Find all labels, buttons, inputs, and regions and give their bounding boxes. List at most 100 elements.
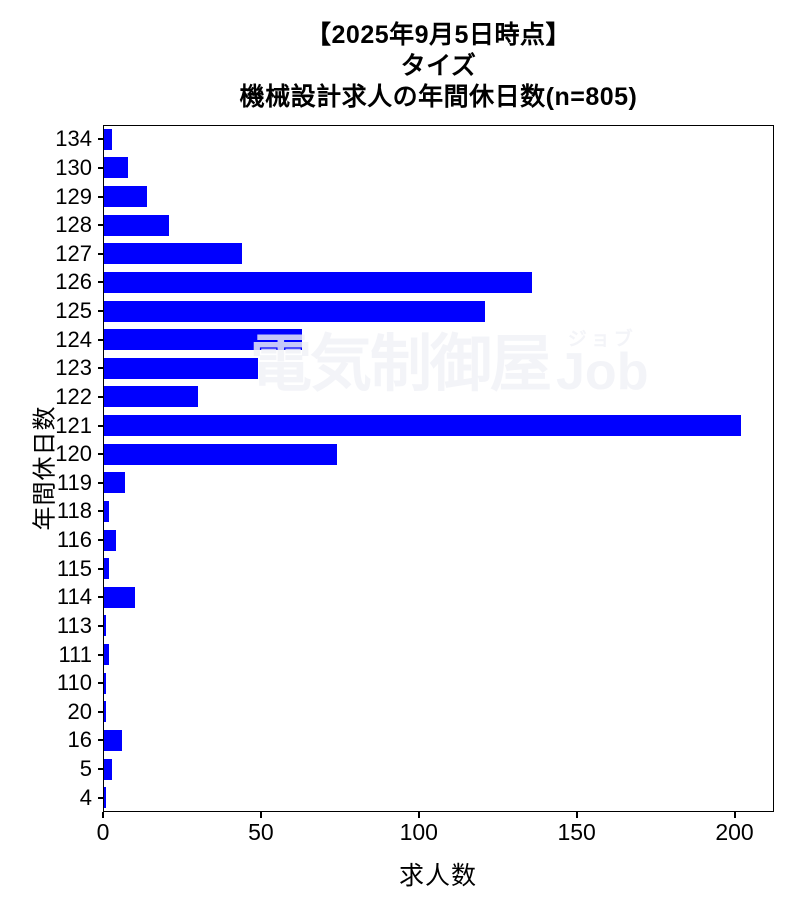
y-tick-label: 121: [55, 412, 92, 438]
y-tick-label: 128: [55, 212, 92, 238]
y-tick-label: 116: [56, 527, 92, 553]
y-tick-mark: [98, 281, 103, 284]
bar: [103, 186, 148, 208]
bar: [103, 615, 107, 637]
y-tick-mark: [98, 624, 103, 627]
bar-row: 114: [57, 583, 774, 612]
bar: [103, 672, 107, 694]
y-tick-mark: [98, 195, 103, 198]
bar-row: 127: [55, 240, 774, 269]
y-tick-mark: [98, 310, 103, 313]
x-tick-mark: [733, 812, 736, 818]
bar: [103, 729, 122, 751]
y-tick-mark: [98, 338, 103, 341]
y-tick-label: 118: [56, 498, 92, 524]
y-tick-label: 129: [55, 183, 92, 209]
bar-row: 116: [57, 526, 774, 555]
y-tick-mark: [98, 138, 103, 141]
bar-row: 113: [57, 612, 774, 641]
chart-title-line-2: タイズ: [400, 52, 477, 80]
plot-area: 134 130 129 128 127 126 125 124 123 122 121 120 119 1…: [55, 125, 774, 812]
bar: [103, 701, 107, 723]
y-tick-label: 134: [55, 126, 92, 152]
bar: [103, 357, 258, 379]
bar-row: 118: [57, 497, 774, 526]
bar: [103, 157, 129, 179]
bar: [103, 128, 113, 150]
chart-title-line-1: 【2025年9月5日時点】: [306, 21, 571, 49]
y-tick-label: 123: [55, 355, 92, 381]
x-tick-mark: [575, 812, 578, 818]
bar: [103, 529, 116, 551]
bar-row: 115: [57, 554, 774, 583]
bar-row: 129: [55, 182, 774, 211]
y-tick-mark: [98, 481, 103, 484]
bar-row: 120: [55, 440, 774, 469]
y-tick-label: 130: [55, 154, 92, 180]
bar-row: 20: [68, 698, 774, 727]
y-tick-label: 125: [55, 298, 92, 324]
bar-row: 111: [59, 640, 774, 669]
bar: [103, 243, 242, 265]
bar-row: 5: [80, 755, 774, 784]
bar: [103, 300, 486, 322]
bar-row: 126: [55, 268, 774, 297]
y-tick-mark: [98, 510, 103, 513]
y-tick-mark: [98, 768, 103, 771]
y-tick-label: 126: [55, 269, 92, 295]
bar: [103, 787, 107, 809]
x-tick-label: 200: [715, 819, 754, 845]
bar-row: 134: [55, 125, 774, 154]
y-tick-label: 4: [79, 784, 92, 810]
x-tick-label: 0: [96, 819, 110, 845]
y-tick-label: 120: [55, 441, 92, 467]
bar-row: 4: [80, 783, 774, 812]
bar: [103, 271, 533, 293]
y-tick-label: 5: [79, 756, 92, 782]
y-tick-mark: [98, 596, 103, 599]
bar-row: 119: [57, 469, 774, 498]
y-axis-label: 年間休日数: [31, 405, 59, 531]
y-tick-mark: [98, 395, 103, 398]
y-tick-label: 122: [55, 383, 92, 409]
y-tick-mark: [98, 424, 103, 427]
y-tick-mark: [98, 166, 103, 169]
bar: [103, 758, 113, 780]
x-tick-label: 50: [248, 819, 274, 845]
y-tick-label: 16: [67, 727, 92, 753]
bar: [103, 386, 198, 408]
bar: [103, 443, 337, 465]
y-tick-mark: [98, 653, 103, 656]
y-tick-mark: [98, 739, 103, 742]
bar: [103, 472, 126, 494]
bar-row: 124: [55, 325, 774, 354]
x-tick-mark: [417, 812, 420, 818]
bar: [103, 586, 135, 608]
y-tick-mark: [98, 453, 103, 456]
plot-wrap: 134 130 129 128 127 126 125 124 123 122 121 120 119 1…: [55, 125, 774, 844]
x-tick-mark: [259, 812, 262, 818]
y-tick-label: 115: [56, 555, 92, 581]
x-axis-ticks: 0 50 100 150 200: [97, 812, 774, 862]
bar-row: 122: [55, 383, 774, 412]
bar: [103, 644, 110, 666]
bar: [103, 558, 110, 580]
y-tick-label: 119: [56, 469, 92, 495]
y-tick-mark: [98, 710, 103, 713]
bar-row: 130: [55, 154, 774, 183]
bar-row: 128: [55, 211, 774, 240]
x-axis-label: 求人数: [398, 862, 478, 890]
x-tick-label: 150: [557, 819, 596, 845]
bar-row: 123: [55, 354, 774, 383]
x-tick-label: 100: [399, 819, 438, 845]
bar-row: 110: [57, 669, 774, 698]
bar: [103, 415, 741, 437]
bar-row: 125: [55, 297, 774, 326]
y-tick-label: 124: [55, 326, 92, 352]
y-tick-mark: [98, 567, 103, 570]
y-tick-label: 127: [55, 240, 92, 266]
x-tick-mark: [102, 812, 104, 818]
y-tick-mark: [98, 682, 103, 685]
y-tick-mark: [98, 252, 103, 255]
